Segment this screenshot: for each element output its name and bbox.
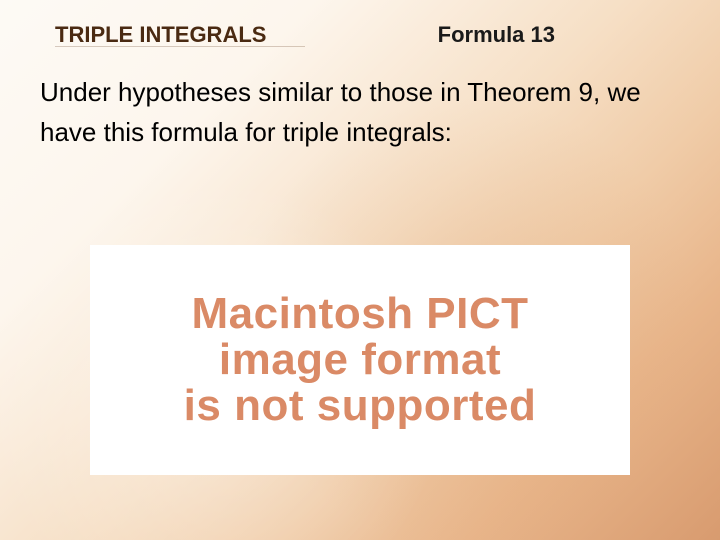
pict-error-line2: image format [219,335,501,384]
body-text: Under hypotheses similar to those in The… [40,72,660,153]
pict-error-text: Macintosh PICT image format is not suppo… [184,291,537,430]
pict-error-line1: Macintosh PICT [191,289,528,338]
formula-label: Formula 13 [438,22,555,48]
section-title: TRIPLE INTEGRALS [55,22,266,48]
pict-error-box: Macintosh PICT image format is not suppo… [90,245,630,475]
pict-error-line3: is not supported [184,381,537,430]
title-row: TRIPLE INTEGRALS Formula 13 [55,22,665,48]
slide: TRIPLE INTEGRALS Formula 13 Under hypoth… [0,0,720,540]
